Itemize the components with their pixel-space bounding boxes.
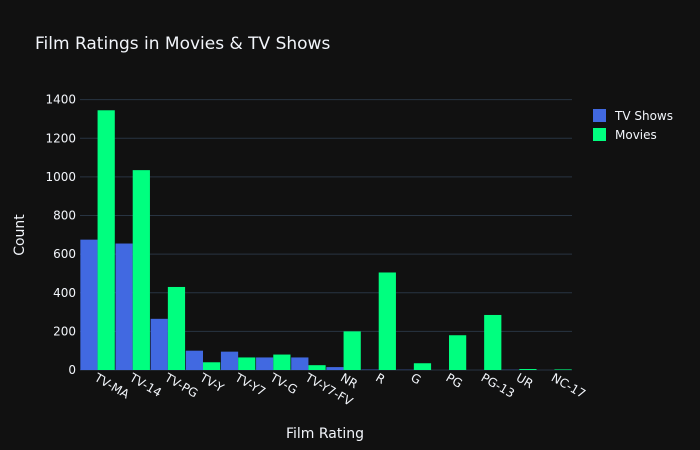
- bar-movies-g[interactable]: [413, 363, 432, 370]
- y-tick-label: 1000: [45, 170, 76, 184]
- x-tick-label: G: [408, 370, 423, 387]
- bar-movies-nc-17[interactable]: [554, 369, 572, 370]
- y-tick-label: 0: [68, 363, 76, 377]
- legend-item-tv-shows[interactable]: TV Shows: [593, 106, 673, 125]
- y-tick-label: 600: [53, 247, 76, 261]
- bar-movies-tv-14[interactable]: [132, 170, 150, 370]
- legend-label-tv-shows: TV Shows: [615, 108, 673, 123]
- x-tick-label: TV-PG: [161, 370, 200, 400]
- bar-movies-nr[interactable]: [343, 331, 361, 370]
- y-axis-ticks: 0 200 400 600 800 1000 1200 1400: [45, 93, 76, 377]
- x-tick-label: PG-13: [479, 370, 517, 400]
- bar-movies-ur[interactable]: [519, 369, 537, 370]
- bar-tv-shows-tv-14[interactable]: [115, 243, 133, 370]
- legend-item-movies[interactable]: Movies: [593, 125, 673, 144]
- gridlines: [80, 99, 572, 371]
- bar-tv-shows-tv-g[interactable]: [256, 357, 274, 370]
- bar-movies-tv-y7[interactable]: [238, 357, 256, 370]
- bar-movies-tv-ma[interactable]: [97, 110, 115, 370]
- y-tick-label: 800: [53, 209, 76, 223]
- legend[interactable]: TV Shows Movies: [593, 106, 673, 144]
- bar-movies-tv-pg[interactable]: [167, 286, 186, 370]
- legend-swatch-movies: [593, 128, 606, 141]
- x-tick-label: TV-MA: [91, 370, 132, 402]
- y-tick-label: 1200: [45, 131, 76, 145]
- bar-tv-shows-tv-y7[interactable]: [220, 351, 239, 370]
- bars: [80, 110, 572, 370]
- bar-movies-pg-13[interactable]: [484, 314, 502, 370]
- bar-movies-tv-y[interactable]: [203, 362, 221, 370]
- legend-swatch-tv-shows: [593, 109, 606, 122]
- y-tick-label: 1400: [45, 93, 76, 107]
- x-tick-label: R: [373, 370, 387, 386]
- bar-tv-shows-tv-ma[interactable]: [80, 239, 98, 370]
- bar-tv-shows-tv-pg[interactable]: [150, 318, 168, 370]
- x-tick-label: TV-G: [267, 370, 300, 397]
- bar-tv-shows-nr[interactable]: [326, 367, 344, 370]
- x-tick-label: PG: [444, 370, 465, 390]
- bar-tv-shows-tv-y7-fv[interactable]: [291, 357, 309, 370]
- y-tick-label: 200: [53, 324, 76, 338]
- bar-movies-tv-g[interactable]: [273, 354, 291, 370]
- x-tick-label: TV-Y: [197, 370, 227, 395]
- bar-movies-r[interactable]: [378, 272, 396, 370]
- x-axis-label: Film Rating: [286, 426, 364, 442]
- bar-movies-pg[interactable]: [449, 335, 467, 370]
- x-tick-label: TV-Y7: [232, 370, 268, 399]
- bar-movies-tv-y7-fv[interactable]: [308, 365, 326, 370]
- y-tick-label: 400: [53, 286, 76, 300]
- y-axis-label: Count: [12, 214, 28, 256]
- x-tick-label: NC-17: [549, 370, 588, 401]
- bar-tv-shows-tv-y[interactable]: [185, 350, 203, 370]
- chart-title: Film Ratings in Movies & TV Shows: [35, 34, 331, 54]
- x-tick-label: TV-14: [126, 370, 164, 400]
- legend-label-movies: Movies: [615, 127, 657, 142]
